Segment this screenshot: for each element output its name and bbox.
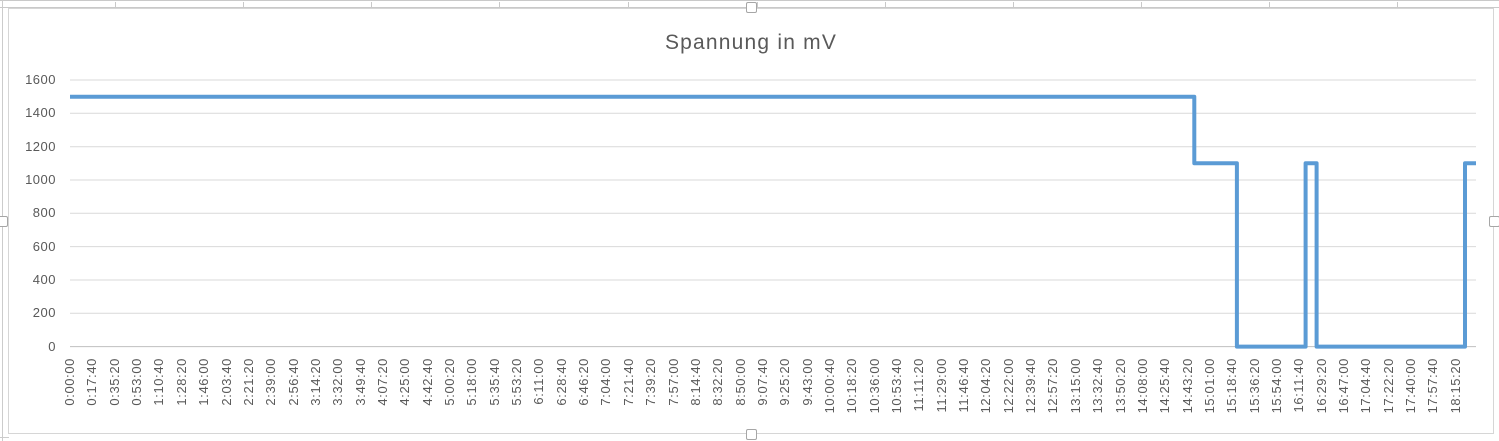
x-axis-label: 9:43:00: [799, 358, 815, 406]
x-axis-label: 10:36:00: [866, 358, 882, 414]
x-axis-label: 2:03:40: [218, 358, 234, 406]
y-axis-label: 1200: [25, 138, 56, 154]
worksheet-column-separator: [628, 2, 629, 8]
series-line-spannung[interactable]: [70, 94, 1476, 349]
x-axis-label: 1:28:20: [173, 358, 189, 406]
x-axis-label: 1:10:40: [151, 358, 167, 406]
x-axis-label: 12:57:20: [1045, 358, 1061, 414]
chart-object[interactable]: [8, 8, 1494, 434]
worksheet-column-separator: [1269, 2, 1270, 8]
x-axis-label: 7:21:40: [620, 358, 636, 406]
worksheet-column-separator: [1397, 2, 1398, 8]
x-axis-label: 5:00:20: [442, 358, 457, 406]
x-axis-label: 1:46:00: [196, 358, 212, 406]
x-axis-label: 8:14:40: [687, 358, 703, 406]
y-axis-label: 1600: [25, 72, 56, 87]
x-axis-label: 4:07:20: [374, 358, 390, 406]
x-axis-label: 15:36:20: [1246, 358, 1262, 414]
resize-handle-left[interactable]: [0, 215, 8, 227]
worksheet-gridline-bottom-left: [0, 437, 9, 438]
worksheet-column-separator: [243, 2, 244, 8]
x-axis-label: 5:53:20: [509, 358, 524, 406]
x-axis-label: 4:42:40: [419, 358, 435, 406]
x-axis-label: 14:25:40: [1157, 358, 1173, 414]
y-axis-label: 0: [48, 338, 56, 354]
x-axis-label: 3:49:40: [352, 358, 368, 406]
x-axis-label: 7:57:00: [665, 358, 681, 406]
x-axis-label: 12:39:40: [1023, 358, 1039, 414]
x-axis-label: 7:39:20: [643, 358, 659, 406]
worksheet-column-separator: [885, 2, 886, 8]
y-axis-label: 800: [32, 205, 56, 221]
x-axis-label: 7:04:00: [598, 358, 614, 406]
y-axis-label: 1000: [25, 172, 56, 187]
x-axis-label: 10:18:20: [844, 358, 860, 414]
x-axis-label: 17:57:40: [1425, 358, 1441, 414]
x-axis-label: 13:15:00: [1067, 358, 1083, 414]
x-axis-label: 6:28:40: [553, 358, 569, 406]
x-axis-label: 8:50:00: [732, 358, 748, 406]
x-axis-label: 0:53:00: [129, 358, 145, 406]
x-axis-label: 8:32:20: [710, 358, 726, 406]
y-axis-label: 1400: [25, 105, 56, 121]
worksheet-column-separator: [371, 2, 372, 8]
x-axis-label: 12:04:20: [978, 358, 994, 414]
x-axis-label: 11:46:40: [956, 358, 971, 413]
x-axis-label: 13:50:20: [1112, 358, 1128, 414]
y-axis-label: 200: [32, 305, 56, 321]
x-axis-label: 2:56:40: [285, 358, 301, 406]
y-axis-label: 600: [32, 238, 56, 254]
x-axis-label: 13:32:40: [1090, 358, 1106, 414]
x-axis-label: 9:07:40: [754, 358, 770, 406]
resize-handle-right[interactable]: [1488, 215, 1499, 227]
x-axis-label: 18:15:20: [1447, 358, 1463, 414]
x-axis-label: 2:39:00: [263, 358, 279, 406]
worksheet-column-separator: [115, 2, 116, 8]
x-axis-label: 6:11:00: [531, 358, 547, 405]
x-axis-label: 5:35:40: [486, 358, 502, 406]
x-axis-label: 2:21:20: [240, 358, 256, 406]
resize-handle-bottom[interactable]: [745, 428, 757, 440]
x-axis-label: 3:32:00: [330, 358, 346, 406]
worksheet-column-separator: [757, 2, 758, 8]
x-axis-label: 11:29:00: [933, 358, 949, 413]
x-axis-label: 0:00:00: [62, 358, 77, 406]
x-axis-label: 14:08:00: [1134, 358, 1150, 414]
worksheet-column-separator: [1141, 2, 1142, 8]
x-axis-label: 15:18:40: [1224, 358, 1240, 414]
x-axis-label: 6:46:20: [576, 358, 592, 406]
x-axis-label: 0:17:40: [84, 358, 100, 406]
worksheet-column-separator: [1013, 2, 1014, 8]
x-axis-label: 17:04:40: [1358, 358, 1374, 414]
x-axis-label: 16:47:00: [1336, 358, 1351, 414]
x-axis-label: 17:40:00: [1403, 358, 1419, 414]
worksheet-column-separator: [499, 2, 500, 8]
x-axis-label: 3:14:20: [307, 358, 323, 406]
chart-title[interactable]: Spannung in mV: [664, 31, 838, 54]
x-axis-label: 11:11:20: [911, 358, 927, 412]
x-axis-label: 12:22:00: [1000, 358, 1016, 414]
x-axis-label: 0:35:20: [106, 358, 122, 406]
x-axis-label: 16:29:20: [1313, 358, 1329, 414]
x-axis-label: 17:22:20: [1380, 358, 1396, 414]
resize-handle-top[interactable]: [745, 1, 757, 13]
x-axis-label: 14:43:20: [1179, 358, 1195, 414]
y-axis-label: 400: [32, 272, 56, 287]
x-axis-label: 10:53:40: [889, 358, 904, 414]
x-axis-label: 5:18:00: [464, 358, 480, 406]
x-axis-label: 15:54:00: [1269, 358, 1284, 414]
x-axis-label: 9:25:20: [777, 358, 793, 406]
x-axis-label: 4:25:00: [397, 358, 413, 406]
x-axis-label: 10:00:40: [821, 358, 837, 414]
x-axis-label: 15:01:00: [1201, 358, 1217, 414]
x-axis-label: 16:11:40: [1291, 358, 1307, 413]
